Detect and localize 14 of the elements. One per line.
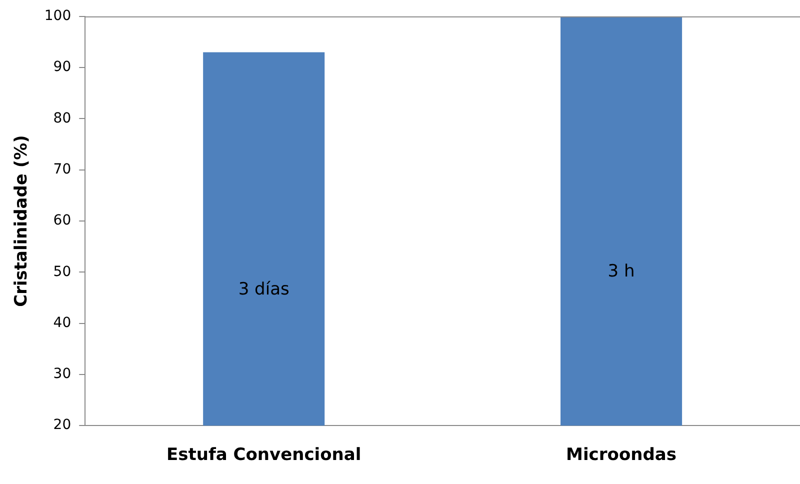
y-tick-label: 100 xyxy=(44,8,72,24)
y-tick-label: 70 xyxy=(53,161,72,178)
annotation: 3 h xyxy=(608,262,635,282)
y-tick-label: 80 xyxy=(53,110,72,126)
x-tick-label: Estufa Convencional xyxy=(166,445,362,466)
x-tick-label: Microondas xyxy=(566,445,676,466)
y-tick-label: 60 xyxy=(53,212,72,229)
y-axis-title: Cristalinidade (%) xyxy=(12,135,32,307)
y-tick-label: 90 xyxy=(53,59,72,76)
y-tick-label: 40 xyxy=(53,314,72,331)
y-tick-label: 20 xyxy=(53,417,72,434)
annotation: 3 días xyxy=(238,279,290,300)
y-tick-label: 30 xyxy=(53,366,72,382)
y-tick-label: 50 xyxy=(53,264,72,280)
